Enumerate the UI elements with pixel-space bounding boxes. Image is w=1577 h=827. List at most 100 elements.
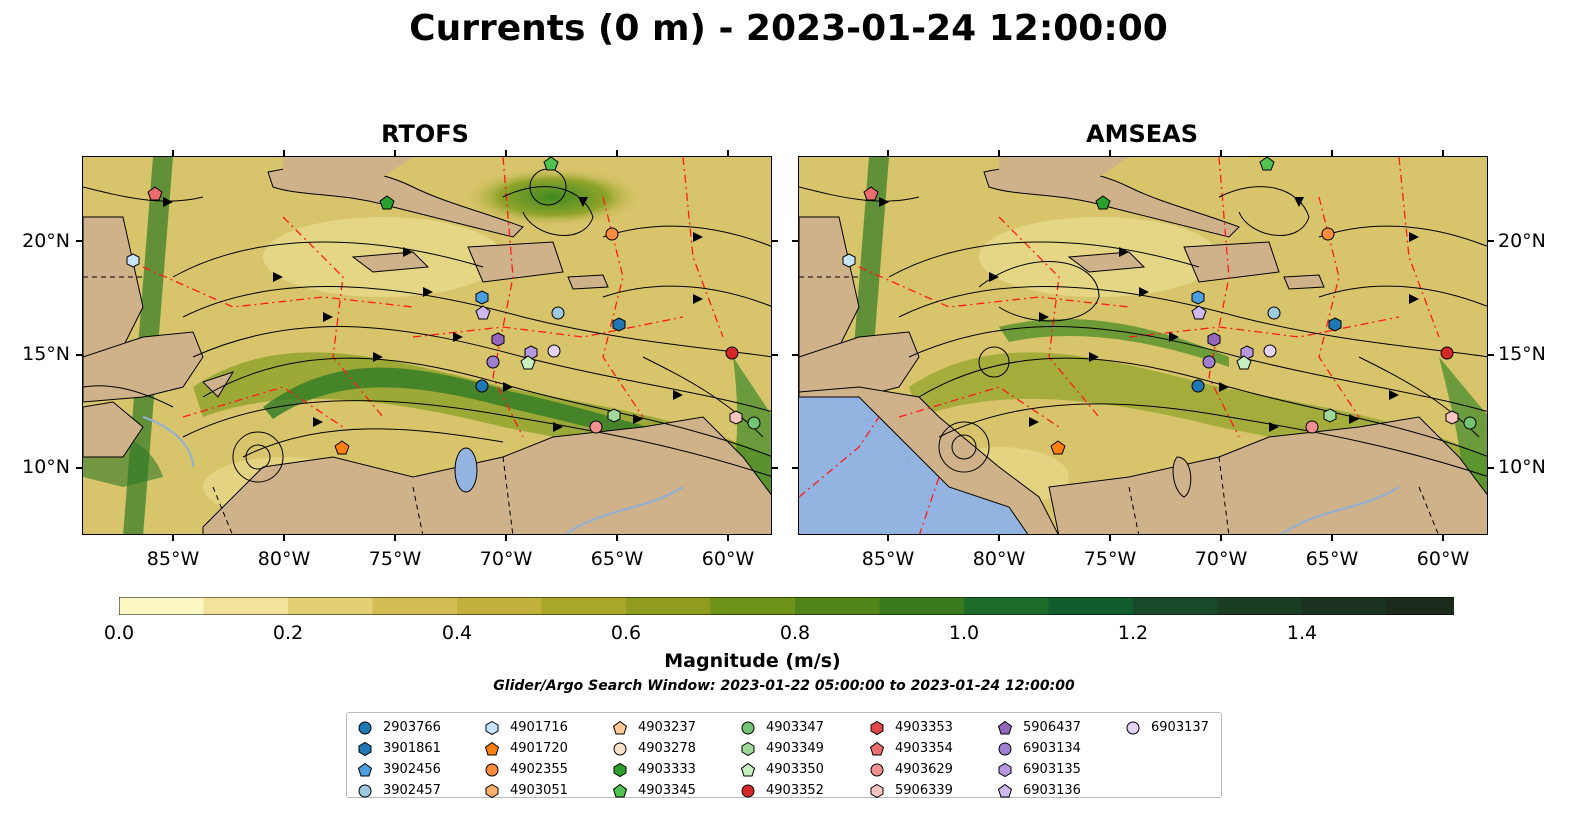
lon-label-60w-left: 60°W [701,548,755,570]
colorbar-label: Magnitude (m/s) [664,650,841,672]
legend-label: 4901720 [510,741,568,756]
legend-item-4903354: 4903354 [869,738,953,759]
legend-label: 3902457 [383,783,441,798]
pentagon-marker-icon [357,762,373,776]
legend-item-4903352: 4903352 [740,780,824,801]
legend-label: 4903352 [766,783,824,798]
colorbar-segment [710,597,796,615]
legend-label: 4903354 [895,741,953,756]
legend-item-4903333: 4903333 [612,759,696,780]
pentagon-marker-icon [997,783,1013,797]
legend-label: 4903051 [510,783,568,798]
colorbar-tick-2: 0.4 [441,622,473,644]
colorbar-tick-7: 1.4 [1286,622,1318,644]
hexagon-marker-icon [870,720,884,735]
lon-label-65w-right: 65°W [1305,548,1359,570]
colorbar-segment [457,597,542,615]
circle-marker-icon [870,763,884,776]
legend-item-4903278: 4903278 [612,738,696,759]
legend-item-4903051: 4903051 [484,780,568,801]
colorbar-segment [203,597,289,615]
lon-label-60w-right: 60°W [1416,548,1470,570]
legend-item-4903353: 4903353 [869,717,953,738]
lon-label-75w-left: 75°W [368,548,422,570]
map-panel-amseas [798,156,1488,535]
panel-title-rtofs: RTOFS [381,120,469,148]
legend-label: 6903134 [1023,741,1081,756]
lat-label-20n-left: 20°N [22,230,70,252]
colorbar-tick-4: 0.8 [779,622,811,644]
legend-item-6903137: 6903137 [1125,717,1209,738]
lat-label-10n-right: 10°N [1498,456,1546,478]
lon-label-80w-left: 80°W [257,548,311,570]
legend-item-6903135: 6903135 [997,759,1081,780]
legend-item-4903629: 4903629 [869,759,953,780]
colorbar-segment [1302,597,1387,615]
colorbar-segment [119,597,204,615]
pentagon-marker-icon [612,783,628,797]
legend-label: 4902355 [510,762,568,777]
colorbar-tick-1: 0.2 [272,622,304,644]
pentagon-marker-icon [740,762,756,776]
circle-marker-icon [1126,721,1140,734]
lon-label-85w-left: 85°W [146,548,200,570]
lat-label-20n-right: 20°N [1498,230,1546,252]
colorbar-tick-5: 1.0 [948,622,980,644]
legend-item-4903349: 4903349 [740,738,824,759]
legend-item-5906437: 5906437 [997,717,1081,738]
legend-item-4901716: 4901716 [484,717,568,738]
search-window-text: Glider/Argo Search Window: 2023-01-22 05… [493,678,1075,694]
legend-label: 5906339 [895,783,953,798]
legend-label: 6903135 [1023,762,1081,777]
legend-item-6903134: 6903134 [997,738,1081,759]
legend-item-4903345: 4903345 [612,780,696,801]
legend-label: 2903766 [383,720,441,735]
colorbar-segment [1048,597,1134,615]
colorbar-tick-3: 0.6 [610,622,642,644]
lon-label-80w-right: 80°W [972,548,1026,570]
lat-label-15n-left: 15°N [22,343,70,365]
legend-label: 4903278 [638,741,696,756]
legend-item-4901720: 4901720 [484,738,568,759]
colorbar-segment [795,597,880,615]
lat-label-15n-right: 15°N [1498,343,1546,365]
legend-item-5906339: 5906339 [869,780,953,801]
hexagon-marker-icon [741,741,755,756]
legend-item-3902456: 3902456 [357,759,441,780]
lon-label-75w-right: 75°W [1083,548,1137,570]
circle-marker-icon [613,742,627,755]
circle-marker-icon [485,763,499,776]
colorbar-tick-0: 0.0 [103,622,135,644]
panel-title-amseas: AMSEAS [1086,120,1198,148]
legend-label: 4901716 [510,720,568,735]
legend-item-4903347: 4903347 [740,717,824,738]
colorbar-segment [1386,597,1454,615]
legend: 2903766 3901861 3902456 3902457 4901716 49017… [346,712,1222,798]
hexagon-marker-icon [613,762,627,777]
legend-label: 6903136 [1023,783,1081,798]
colorbar-segment [964,597,1049,615]
hexagon-marker-icon [358,741,372,756]
legend-label: 4903353 [895,720,953,735]
colorbar-segment [1217,597,1303,615]
colorbar-segment [288,597,373,615]
hexagon-marker-icon [870,783,884,798]
lon-label-65w-left: 65°W [590,548,644,570]
legend-item-3902457: 3902457 [357,780,441,801]
lon-label-70w-left: 70°W [479,548,533,570]
lon-label-85w-right: 85°W [861,548,915,570]
legend-item-6903136: 6903136 [997,780,1081,801]
legend-label: 4903333 [638,762,696,777]
hexagon-marker-icon [485,720,499,735]
circle-marker-icon [998,742,1012,755]
legend-item-4902355: 4902355 [484,759,568,780]
pentagon-marker-icon [869,741,885,755]
legend-label: 4903349 [766,741,824,756]
colorbar-segment [372,597,458,615]
hexagon-marker-icon [485,783,499,798]
legend-label: 4903350 [766,762,824,777]
colorbar-segment [626,597,711,615]
colorbar-segment [541,597,627,615]
circle-marker-icon [358,721,372,734]
circle-marker-icon [741,721,755,734]
